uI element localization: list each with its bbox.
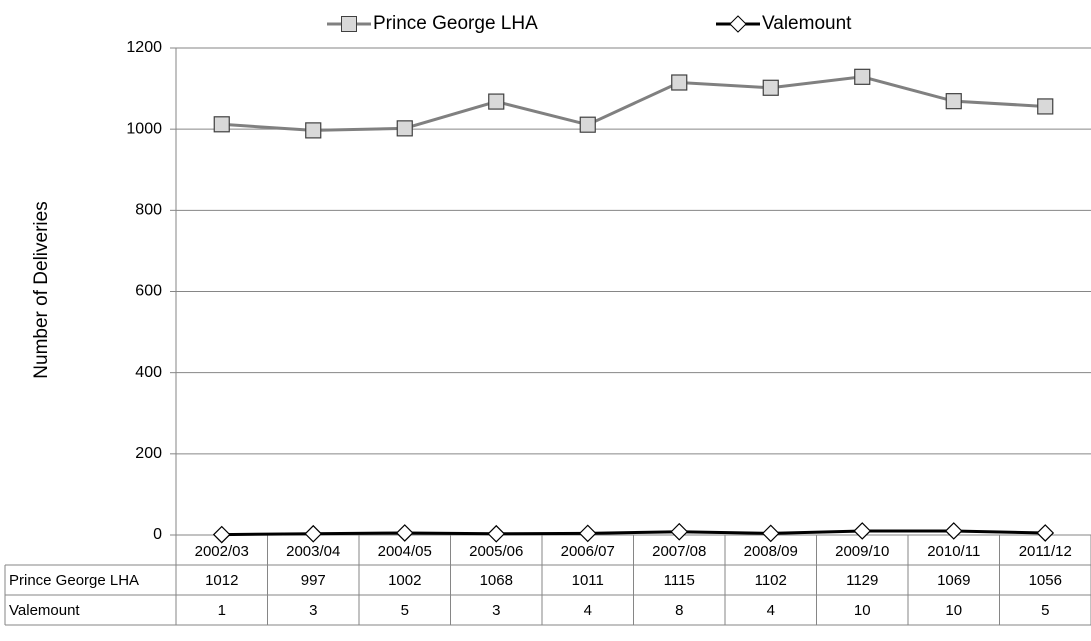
point [304,524,323,543]
series-line [221,529,1046,537]
y-tick-label: 600 [135,283,162,300]
table-value: 1002 [388,572,421,589]
table-value: 1068 [480,572,513,589]
point [854,68,871,85]
point [579,116,596,133]
point [212,525,231,544]
y-tick-label: 1200 [126,39,162,56]
table-value: 1012 [205,572,238,589]
y-tick-label: 400 [135,364,162,381]
table-value: 1069 [937,572,970,589]
y-tick-label: 1000 [126,120,162,137]
y-tick-label: 800 [135,202,162,219]
point [762,79,779,96]
y-axis-title: Number of Deliveries [31,201,52,378]
y-tick-label: 0 [153,526,162,543]
table-value: 1115 [664,572,695,589]
point [671,74,688,91]
legend-marker [729,15,747,33]
table-value: 10 [945,602,962,619]
x-tick-label: 2009/10 [835,543,889,560]
table-value: 4 [584,602,592,619]
x-tick-label: 2003/04 [286,543,340,560]
table-value: 5 [401,602,409,619]
point [945,93,962,110]
table-value: 10 [854,602,871,619]
table-value: 1 [218,602,226,619]
point [305,122,322,139]
point [1036,524,1055,542]
x-tick-label: 2004/05 [378,543,432,560]
point [395,524,414,542]
point [578,524,597,543]
legend-marker [341,16,357,32]
table-value: 5 [1041,602,1049,619]
x-tick-label: 2008/09 [744,543,798,560]
table-value: 3 [492,602,500,619]
table-value: 1011 [572,572,604,589]
table-value: 8 [675,602,683,619]
x-tick-label: 2011/12 [1019,543,1072,560]
series-line [221,75,1046,132]
point [487,524,506,543]
point [670,522,689,541]
point [1037,98,1054,115]
x-tick-label: 2007/08 [652,543,706,560]
table-value: 1129 [846,572,878,589]
x-tick-label: 2010/11 [927,543,980,560]
table-value: 1056 [1029,572,1062,589]
table-row-label: Valemount [9,602,80,619]
point [761,524,780,543]
point [488,93,505,110]
table-value: 997 [301,572,326,589]
point [944,522,963,540]
x-tick-label: 2006/07 [561,543,615,560]
legend-label: Prince George LHA [373,13,538,34]
point [396,120,413,137]
table-value: 4 [767,602,775,619]
x-tick-label: 2005/06 [469,543,523,560]
table-row-label: Prince George LHA [9,572,139,589]
point [213,116,230,133]
table-value: 3 [309,602,317,619]
point [853,522,872,540]
y-tick-label: 200 [135,445,162,462]
legend-label: Valemount [762,13,852,34]
x-tick-label: 2002/03 [195,543,249,560]
table-value: 1102 [755,572,787,589]
